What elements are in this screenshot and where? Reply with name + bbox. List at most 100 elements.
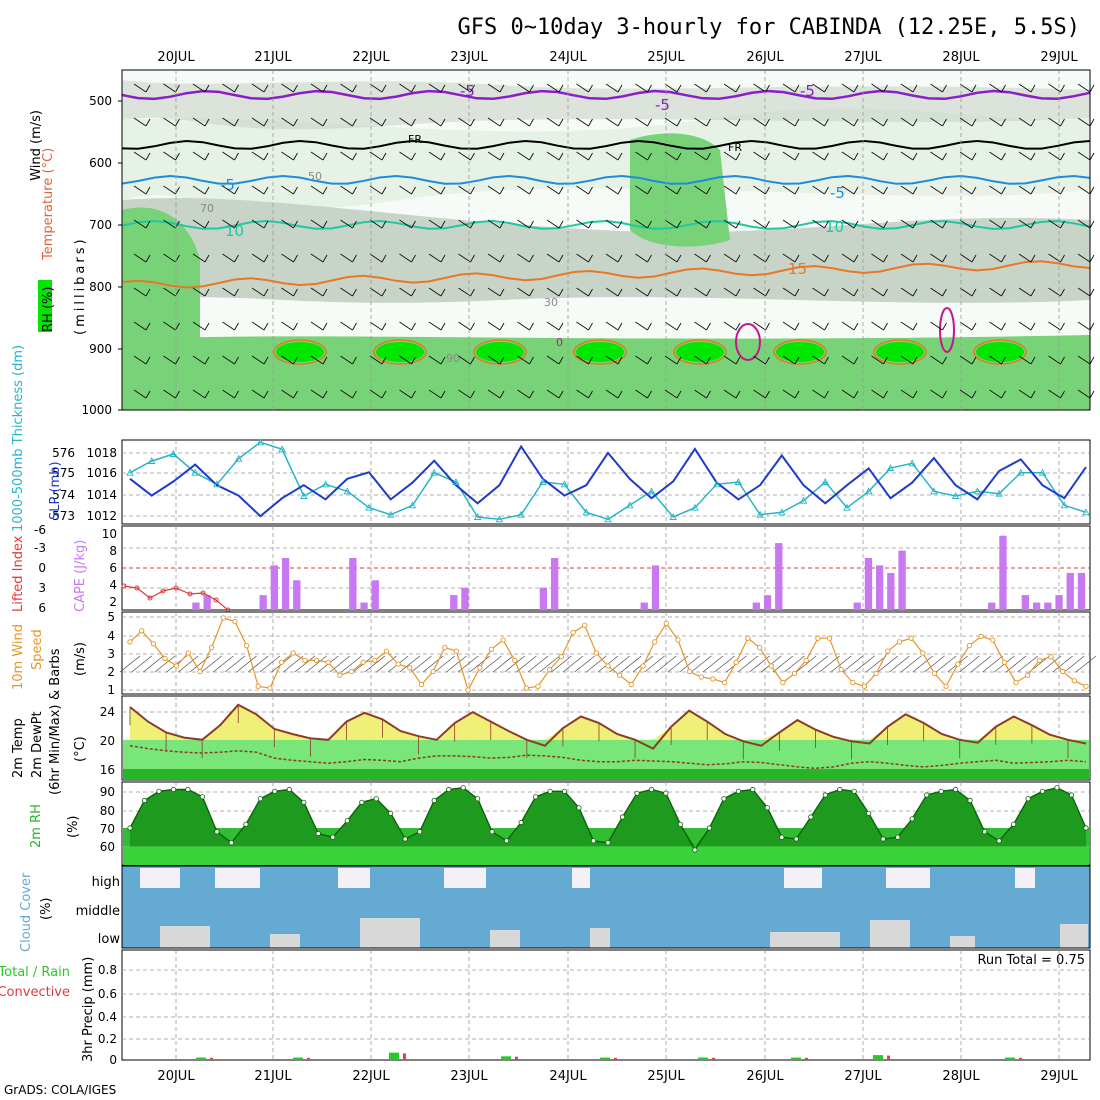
wind-barb: [192, 151, 206, 161]
wind-barb-flag: [706, 288, 711, 297]
contour-label: -5: [800, 82, 815, 100]
wind-barb-flag: [735, 390, 741, 399]
wind-barb-flag: [1030, 390, 1036, 399]
wind-barb: [723, 219, 737, 229]
wind-barb: [251, 321, 265, 331]
wind-barb: [222, 253, 235, 263]
isotherm-15-blob: [273, 339, 327, 365]
wind10-barb: [702, 655, 724, 673]
wind-barb: [782, 151, 796, 161]
wind-barb: [1048, 389, 1061, 399]
wind10-barb: [714, 655, 735, 673]
wind-barb-flag: [706, 390, 711, 399]
wind10-speed-point: [267, 685, 273, 691]
wind-barb-flag: [765, 220, 770, 229]
wind-barb-flag: [499, 118, 505, 127]
wind-barb-flag: [617, 390, 623, 399]
wind-barb-flag: [765, 288, 770, 297]
thickness-tick-label: 573: [52, 509, 75, 523]
rh2m-point: [214, 829, 220, 835]
wind-barb: [192, 83, 206, 93]
upper-air-panel: -5 -5 -5 FR FR -5 10 10 15 -5 0 30 50 70 90 500 600 700 80…: [38, 69, 1095, 417]
wind-barb-flag: [735, 186, 741, 195]
wind10-barb: [341, 655, 362, 673]
low-cloud-bump: [950, 936, 975, 948]
cape-tick-label: 6: [109, 561, 117, 575]
rh2m-unit-label: (%): [66, 816, 81, 839]
wind-barb-flag: [676, 118, 682, 127]
rh2m-point: [735, 788, 742, 794]
wind-barb-flag: [794, 390, 800, 399]
wind-barb-flag: [1001, 390, 1006, 399]
wind10-speed-point: [826, 635, 833, 641]
precip-conv-bar: [210, 1057, 213, 1060]
wind10-barb: [1064, 655, 1085, 673]
thickness-point: [625, 501, 634, 509]
cape-bar: [988, 602, 996, 610]
wind-barb-flag: [381, 322, 387, 331]
wind-barb-flag: [794, 254, 800, 263]
wind-barb: [605, 117, 619, 127]
wind-barb-flag: [558, 356, 564, 365]
wind-barb: [871, 151, 884, 161]
wind-barb-flag: [1001, 254, 1006, 263]
wind-barb: [487, 253, 501, 263]
wind-barb-flag: [853, 84, 859, 93]
chart-title: GFS 0~10day 3-hourly for CABINDA (12.25E…: [457, 15, 1080, 40]
wind-barb: [281, 253, 294, 263]
isotherm-15-blob: [973, 339, 1027, 365]
wind-barb: [900, 287, 914, 297]
wind-barb: [163, 287, 176, 297]
wind10-speed-point: [150, 641, 156, 647]
wind10-barb: [970, 655, 992, 673]
rh2m-point: [808, 814, 814, 820]
wind-barb-flag: [234, 356, 239, 365]
thickness-point: [1060, 501, 1069, 509]
wind10-speed-point: [197, 668, 203, 675]
wind-barb-flag: [1089, 254, 1095, 263]
wind-barb-flag: [1001, 186, 1006, 195]
wind-barb: [428, 151, 442, 161]
slp-tick-label: 1014: [86, 488, 117, 502]
wind-barb: [871, 253, 884, 263]
thickness-point: [147, 457, 156, 464]
wind-barb-flag: [293, 118, 298, 127]
thickness-point: [560, 480, 569, 488]
bottom-date-label: 29JUL: [1040, 1069, 1078, 1084]
wind-barb: [310, 389, 324, 399]
wind10-speed-point: [582, 622, 588, 628]
cloud-level-label: middle: [76, 904, 120, 919]
thickness-point: [864, 487, 873, 495]
wind-barb-flag: [175, 356, 180, 365]
wind10-barb: [213, 655, 234, 673]
wind-barb-flag: [381, 152, 387, 161]
wind-barb-flag: [735, 322, 741, 331]
wind-barb: [133, 185, 147, 195]
wind-barb: [841, 185, 855, 195]
wind-barb-flag: [529, 356, 534, 365]
top-date-label: 26JUL: [746, 50, 784, 65]
rh2m-point: [170, 786, 177, 793]
wind10-barb: [982, 655, 1003, 673]
wind-barb-flag: [706, 220, 711, 229]
wind10-speed-point: [185, 650, 191, 656]
thickness-point: [495, 515, 504, 523]
wind10-speed-point: [698, 674, 704, 680]
rh-core-blob: [876, 342, 924, 362]
wind-barb: [310, 151, 324, 161]
wind10-speed-point: [978, 633, 984, 640]
wind-barb-flag: [352, 390, 357, 399]
wind-barb: [428, 219, 442, 229]
wind-barb: [281, 389, 294, 399]
wind-barb: [133, 83, 147, 93]
thickness-point: [300, 492, 308, 499]
wind-barb-flag: [1089, 390, 1095, 399]
rh-core-blob: [576, 342, 624, 362]
contour-label: 10: [225, 222, 244, 240]
wind-barb-flag: [499, 356, 505, 365]
wind-barb-flag: [204, 84, 210, 93]
wind-barb-flag: [352, 288, 357, 297]
rh2m-point: [286, 786, 292, 793]
wind-barb: [812, 83, 825, 93]
wind10-barb: [924, 655, 945, 673]
